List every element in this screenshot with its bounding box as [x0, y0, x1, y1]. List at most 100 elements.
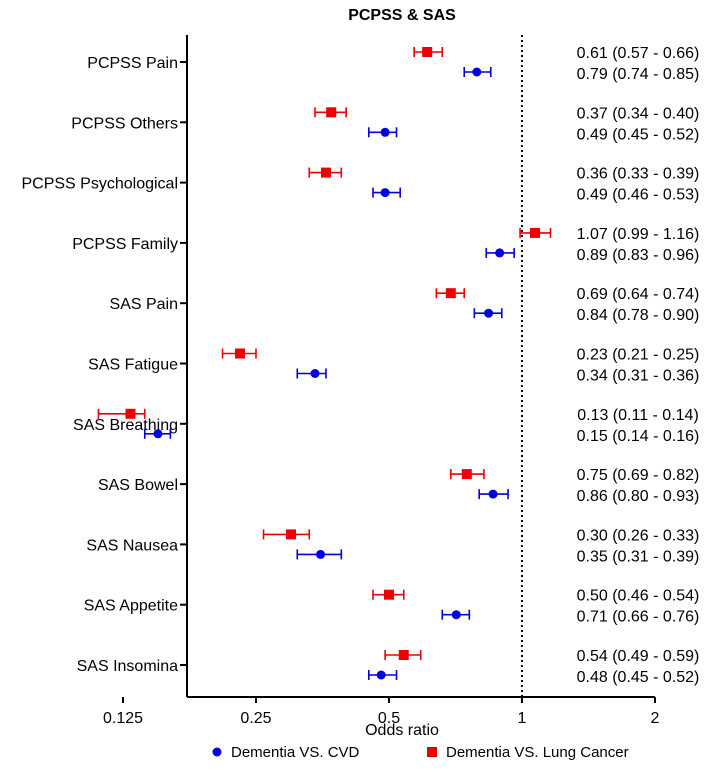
lung-point-square	[529, 227, 540, 238]
cvd-value-label: 0.71 (0.66 - 0.76)	[577, 609, 700, 626]
cvd-estimate	[372, 187, 401, 198]
lung-point-square	[461, 469, 472, 480]
lung-point-square	[326, 107, 337, 118]
lung-value-label: 0.36 (0.33 - 0.39)	[577, 166, 700, 183]
cvd-value-label: 0.49 (0.46 - 0.53)	[577, 187, 700, 204]
lung-cancer-estimate	[308, 167, 343, 178]
lung-cancer-estimate	[97, 408, 146, 419]
cvd-estimate	[367, 670, 398, 680]
legend-label: Dementia VS. CVD	[231, 744, 360, 761]
cvd-point-circle	[484, 308, 494, 318]
cvd-point-circle	[472, 67, 482, 77]
lung-value-label: 0.61 (0.57 - 0.66)	[577, 45, 700, 62]
row-label: PCPSS Pain	[87, 55, 178, 72]
cvd-point-circle	[316, 549, 326, 559]
cvd-estimate	[463, 67, 492, 77]
row-label: SAS Breathing	[73, 417, 178, 434]
cvd-estimate	[441, 609, 471, 620]
lung-value-label: 0.37 (0.34 - 0.40)	[577, 105, 700, 122]
cvd-estimate	[485, 247, 515, 258]
plot-row: SAS Fatigue 0.23 (0.21 - 0.25) 0.34 (0.31 …	[88, 347, 699, 385]
legend-item: Dementia VS. Lung Cancer	[427, 744, 629, 761]
row-label: SAS Nausea	[86, 537, 178, 554]
lung-value-label: 0.54 (0.49 - 0.59)	[577, 648, 700, 665]
lung-cancer-estimate	[262, 529, 311, 540]
lung-point-square	[384, 589, 394, 600]
x-axis: 0.125 0.25 0.5 1 2	[103, 35, 660, 727]
cvd-estimate	[143, 428, 172, 439]
chart-title: PCPSS & SAS	[348, 7, 456, 24]
row-label: PCPSS Family	[72, 236, 178, 253]
lung-value-label: 1.07 (0.99 - 1.16)	[577, 226, 700, 243]
row-label: SAS Appetite	[84, 598, 178, 615]
plot-row: PCPSS Others 0.37 (0.34 - 0.40) 0.49 (0.45…	[71, 105, 699, 143]
cvd-point-circle	[451, 610, 461, 620]
cvd-point-circle	[495, 248, 505, 258]
lung-cancer-estimate	[450, 469, 485, 480]
row-label: PCPSS Others	[71, 115, 178, 132]
plot-row: SAS Pain 0.69 (0.64 - 0.74) 0.84 (0.78 - 0…	[110, 286, 700, 324]
cvd-value-label: 0.89 (0.83 - 0.96)	[577, 247, 700, 264]
row-label: SAS Pain	[110, 296, 178, 313]
plot-row: SAS Insomina 0.54 (0.49 - 0.59) 0.48 (0.45…	[77, 648, 700, 686]
cvd-value-label: 0.48 (0.45 - 0.52)	[577, 669, 700, 686]
lung-point-square	[445, 288, 456, 299]
cvd-value-label: 0.34 (0.31 - 0.36)	[577, 368, 700, 385]
cvd-point-circle	[376, 670, 386, 680]
lung-cancer-estimate	[519, 227, 552, 238]
x-tick-label: 0.125	[103, 710, 143, 727]
plot-row: SAS Nausea 0.30 (0.26 - 0.33) 0.35 (0.31 -…	[86, 527, 699, 565]
cvd-value-label: 0.84 (0.78 - 0.90)	[577, 307, 700, 324]
lung-value-label: 0.75 (0.69 - 0.82)	[577, 467, 700, 484]
cvd-value-label: 0.35 (0.31 - 0.39)	[577, 548, 700, 565]
lung-value-label: 0.13 (0.11 - 0.14)	[577, 407, 699, 424]
cvd-value-label: 0.15 (0.14 - 0.16)	[577, 428, 700, 445]
plot-row: PCPSS Psychological 0.36 (0.33 - 0.39) 0.4…	[21, 166, 699, 204]
legend-item: Dementia VS. CVD	[212, 744, 360, 761]
x-tick-label: 2	[651, 710, 660, 727]
x-tick-label: 1	[518, 710, 527, 727]
plot-row: SAS Bowel 0.75 (0.69 - 0.82) 0.86 (0.80 - …	[98, 467, 699, 505]
row-label: SAS Insomina	[77, 658, 178, 675]
plot-row: SAS Appetite 0.50 (0.46 - 0.54) 0.71 (0.66…	[84, 588, 700, 626]
plot-row: SAS Breathing 0.13 (0.11 - 0.14) 0.15 (0.1…	[73, 407, 699, 445]
lung-cancer-estimate	[435, 288, 466, 299]
cvd-estimate	[296, 368, 327, 379]
legend: Dementia VS. CVD Dementia VS. Lung Cancer	[212, 744, 629, 761]
plot-row: PCPSS Family 1.07 (0.99 - 1.16) 0.89 (0.83…	[72, 226, 699, 264]
lung-point-square	[320, 167, 331, 178]
lung-point-square	[125, 408, 136, 419]
row-label: SAS Fatigue	[88, 357, 178, 374]
lung-point-square	[398, 650, 409, 660]
lung-cancer-estimate	[413, 47, 444, 57]
cvd-estimate	[296, 549, 343, 560]
lung-point-square	[422, 47, 433, 57]
row-label: PCPSS Psychological	[21, 176, 178, 193]
cvd-estimate	[367, 127, 398, 138]
cvd-point-circle	[380, 188, 390, 198]
x-tick-label: 0.5	[378, 710, 400, 727]
cvd-value-label: 0.49 (0.45 - 0.52)	[577, 126, 700, 143]
cvd-value-label: 0.86 (0.80 - 0.93)	[577, 488, 700, 505]
cvd-point-circle	[153, 429, 163, 439]
cvd-point-circle	[380, 127, 390, 137]
row-label: SAS Bowel	[98, 477, 178, 494]
lung-value-label: 0.69 (0.64 - 0.74)	[577, 286, 700, 303]
lung-point-square	[285, 529, 296, 540]
x-axis-label: Odds ratio	[365, 722, 439, 739]
plot-rows: PCPSS Pain 0.61 (0.57 - 0.66) 0.79 (0.74 -…	[21, 45, 699, 686]
lung-cancer-estimate	[314, 107, 347, 118]
cvd-value-label: 0.79 (0.74 - 0.85)	[577, 66, 700, 83]
lung-value-label: 0.50 (0.46 - 0.54)	[577, 588, 700, 605]
cvd-point-circle	[310, 369, 320, 378]
lung-cancer-estimate	[221, 348, 257, 359]
x-tick-label: 0.25	[240, 710, 271, 727]
lung-value-label: 0.23 (0.21 - 0.25)	[577, 347, 700, 364]
lung-point-square	[235, 348, 246, 359]
lung-value-label: 0.30 (0.26 - 0.33)	[577, 527, 700, 544]
lung-cancer-estimate	[372, 589, 405, 600]
legend-label: Dementia VS. Lung Cancer	[446, 744, 629, 761]
legend-circle-marker	[212, 747, 222, 757]
cvd-point-circle	[488, 489, 498, 499]
